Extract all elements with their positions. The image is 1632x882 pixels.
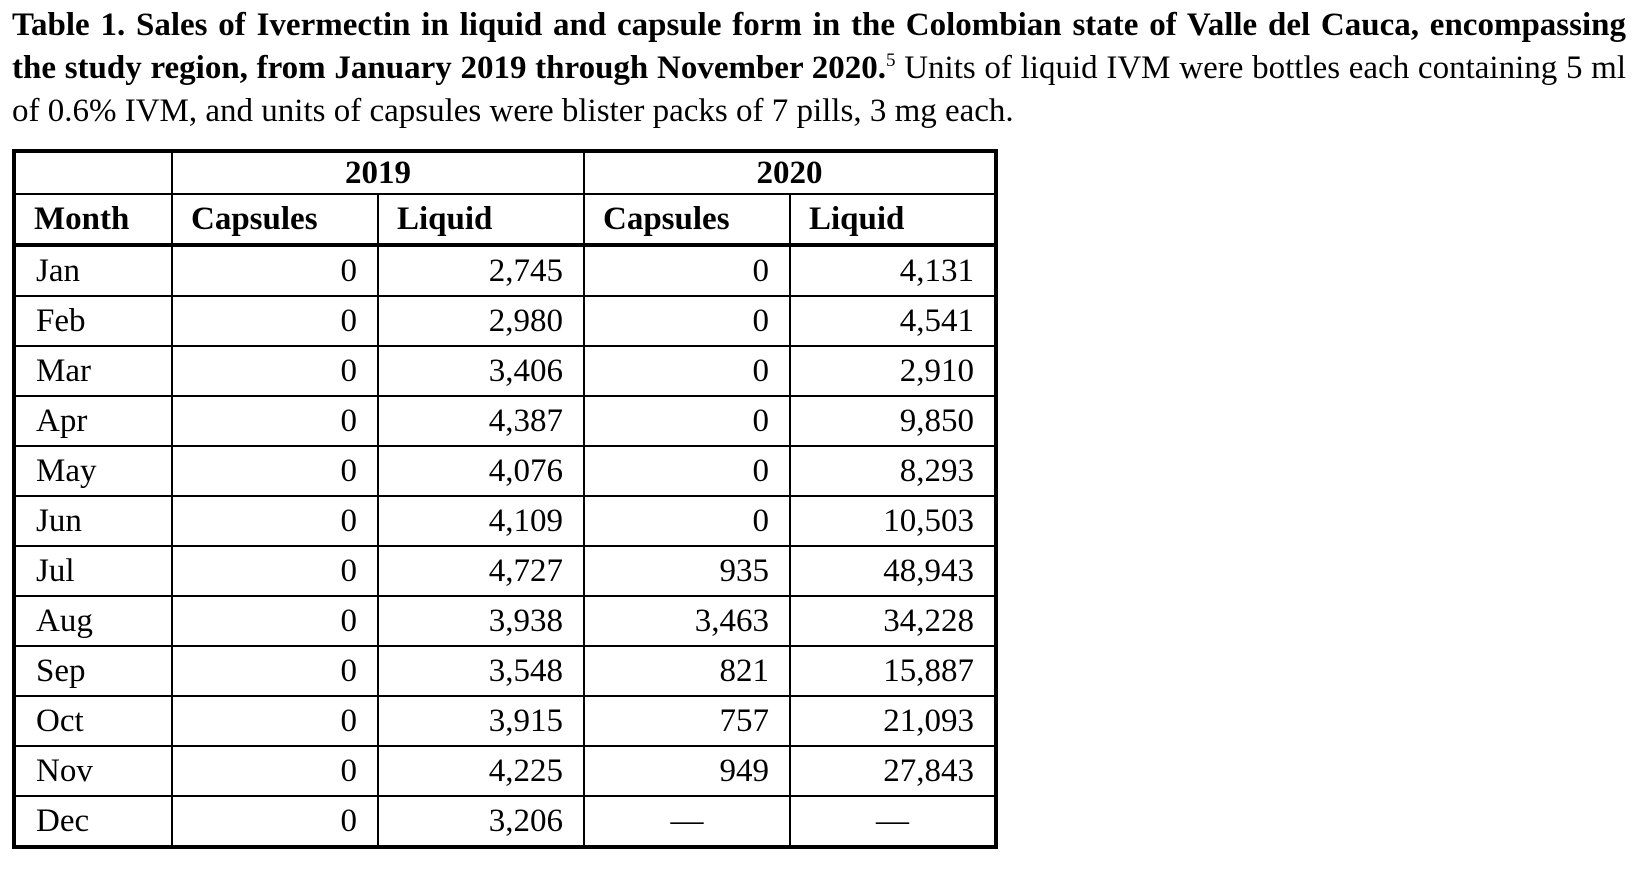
table-row: Jul 0 4,727 935 48,943 <box>13 545 997 597</box>
capsules-2020-cell: 0 <box>583 445 791 497</box>
liquid-2020-cell: 27,843 <box>789 745 997 797</box>
table-row: Jan 0 2,745 0 4,131 <box>13 244 997 297</box>
capsules-2020-cell: 3,463 <box>583 595 791 647</box>
liquid-2020-cell: 15,887 <box>789 645 997 697</box>
table-row: Oct 0 3,915 757 21,093 <box>13 695 997 747</box>
table-row: Feb 0 2,980 0 4,541 <box>13 295 997 347</box>
liquid-2020-cell: 4,131 <box>789 244 997 297</box>
capsules-2019-cell: 0 <box>171 345 379 397</box>
capsules-2020-cell: 935 <box>583 545 791 597</box>
column-header-capsules-2019: Capsules <box>171 193 379 246</box>
month-cell: Aug <box>13 595 173 647</box>
liquid-2020-cell: 10,503 <box>789 495 997 547</box>
liquid-2019-cell: 4,109 <box>377 495 585 547</box>
month-cell: Jul <box>13 545 173 597</box>
liquid-2019-cell: 4,076 <box>377 445 585 497</box>
year-header-row: 2019 2020 <box>13 150 997 195</box>
capsules-2019-cell: 0 <box>171 695 379 747</box>
capsules-2020-cell: 821 <box>583 645 791 697</box>
liquid-2019-cell: 4,387 <box>377 395 585 447</box>
month-cell: Feb <box>13 295 173 347</box>
liquid-2019-cell: 3,406 <box>377 345 585 397</box>
liquid-2019-cell: 3,548 <box>377 645 585 697</box>
capsules-2019-cell: 0 <box>171 595 379 647</box>
liquid-2020-cell: 9,850 <box>789 395 997 447</box>
liquid-2019-cell: 4,225 <box>377 745 585 797</box>
month-cell: Jun <box>13 495 173 547</box>
capsules-2020-cell: 757 <box>583 695 791 747</box>
month-cell: Oct <box>13 695 173 747</box>
table-row: Nov 0 4,225 949 27,843 <box>13 745 997 797</box>
column-header-liquid-2020: Liquid <box>789 193 997 246</box>
capsules-2019-cell: 0 <box>171 295 379 347</box>
table-row: Sep 0 3,548 821 15,887 <box>13 645 997 697</box>
table-row: Dec 0 3,206— — <box>13 795 997 848</box>
year-header-2020: 2020 <box>583 150 997 195</box>
month-cell: May <box>13 445 173 497</box>
sales-table: 2019 2020 Month Capsules Liquid Capsules… <box>12 149 998 849</box>
capsules-2020-cell: 0 <box>583 295 791 347</box>
capsules-2019-cell: 0 <box>171 495 379 547</box>
capsules-2020-cell: 0 <box>583 244 791 297</box>
caption-description: Units of liquid IVM were bottles each co… <box>12 50 1627 129</box>
month-cell: Mar <box>13 345 173 397</box>
capsules-2019-cell: 0 <box>171 795 379 848</box>
liquid-2020-cell: 48,943 <box>789 545 997 597</box>
capsules-2020-cell: 0 <box>583 345 791 397</box>
caption-label: Table 1. <box>12 7 126 43</box>
table-row: Mar 0 3,406 0 2,910 <box>13 345 997 397</box>
liquid-2020-cell: 21,093 <box>789 695 997 747</box>
capsules-2019-cell: 0 <box>171 645 379 697</box>
capsules-2020-cell: — <box>583 795 791 848</box>
column-header-row: Month Capsules Liquid Capsules Liquid <box>13 193 997 246</box>
month-cell: Jan <box>13 244 173 297</box>
liquid-2019-cell: 2,980 <box>377 295 585 347</box>
column-header-capsules-2020: Capsules <box>583 193 791 246</box>
liquid-2019-cell: 3,206 <box>377 795 585 848</box>
table-row: Apr 0 4,387 0 9,850 <box>13 395 997 447</box>
column-header-month: Month <box>13 193 173 246</box>
table-row: May 0 4,076 0 8,293 <box>13 445 997 497</box>
capsules-2019-cell: 0 <box>171 244 379 297</box>
liquid-2019-cell: 2,745 <box>377 244 585 297</box>
caption-title: Sales of Ivermectin in liquid and capsul… <box>12 7 1627 86</box>
capsules-2019-cell: 0 <box>171 545 379 597</box>
liquid-2020-cell: 4,541 <box>789 295 997 347</box>
liquid-2020-cell: 34,228 <box>789 595 997 647</box>
month-cell: Nov <box>13 745 173 797</box>
capsules-2020-cell: 0 <box>583 495 791 547</box>
liquid-2019-cell: 3,938 <box>377 595 585 647</box>
liquid-2020-cell: — <box>789 795 997 848</box>
liquid-2020-cell: 2,910 <box>789 345 997 397</box>
header-corner-cell <box>13 150 173 195</box>
liquid-2019-cell: 3,915 <box>377 695 585 747</box>
liquid-2020-cell: 8,293 <box>789 445 997 497</box>
month-cell: Dec <box>13 795 173 848</box>
month-cell: Apr <box>13 395 173 447</box>
capsules-2020-cell: 0 <box>583 395 791 447</box>
footnote-reference: 5 <box>885 50 896 71</box>
capsules-2019-cell: 0 <box>171 395 379 447</box>
month-cell: Sep <box>13 645 173 697</box>
table-caption: Table 1. Sales of Ivermectin in liquid a… <box>12 4 1626 133</box>
table-body: Jan 0 2,745 0 4,131 Feb 0 2,980 0 4,541 Mar 0 3,406 0… <box>13 244 997 848</box>
column-header-liquid-2019: Liquid <box>377 193 585 246</box>
liquid-2019-cell: 4,727 <box>377 545 585 597</box>
table-row: Aug 0 3,938 3,463 34,228 <box>13 595 997 647</box>
capsules-2020-cell: 949 <box>583 745 791 797</box>
capsules-2019-cell: 0 <box>171 445 379 497</box>
table-row: Jun 0 4,109 0 10,503 <box>13 495 997 547</box>
capsules-2019-cell: 0 <box>171 745 379 797</box>
year-header-2019: 2019 <box>171 150 585 195</box>
